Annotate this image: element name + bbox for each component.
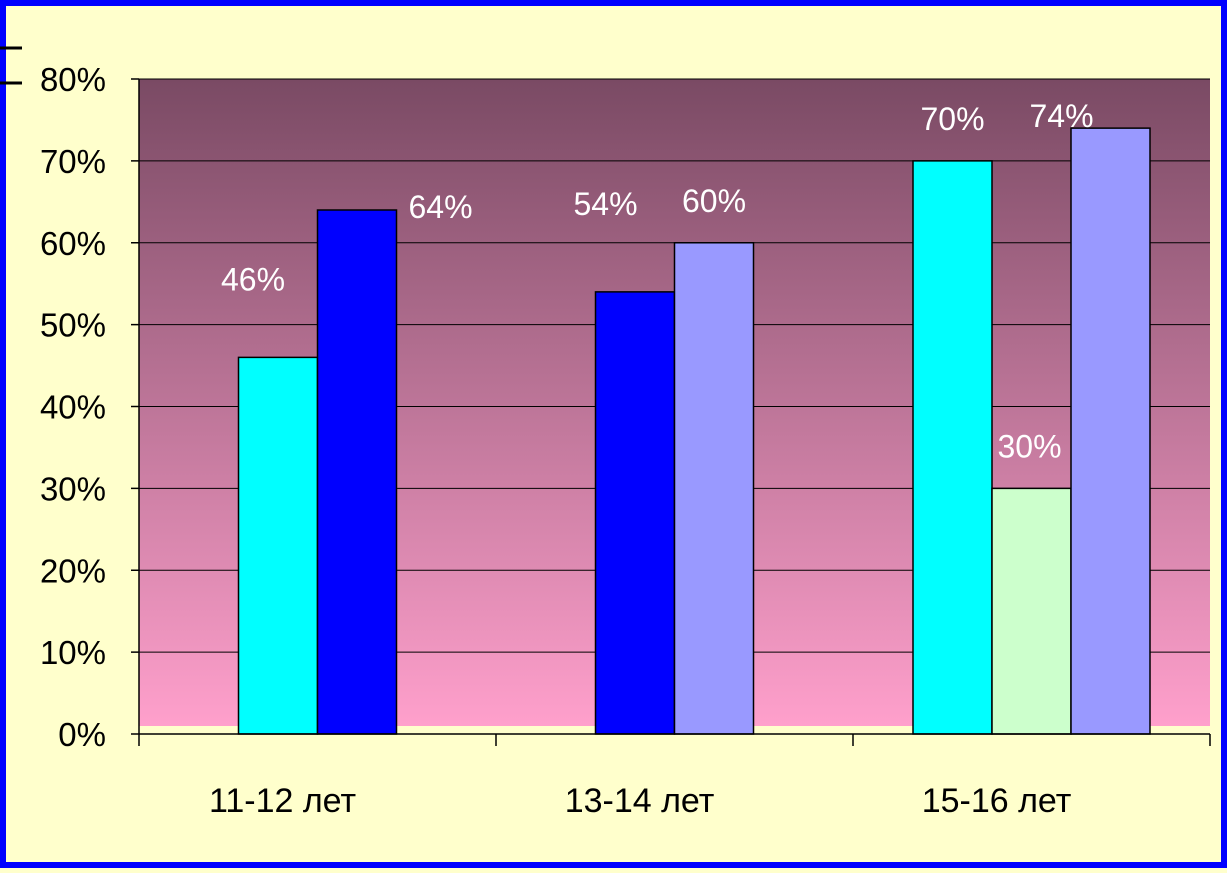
data-label: 46%	[221, 261, 285, 297]
bar	[316, 209, 398, 735]
bar	[673, 242, 755, 735]
data-label: 64%	[408, 189, 472, 225]
y-tick-label: 70%	[40, 143, 106, 180]
data-label: 70%	[920, 101, 984, 137]
bar	[594, 291, 676, 735]
category-label: 11-12 лет	[209, 782, 356, 820]
data-label: 54%	[573, 186, 637, 222]
y-tick-label: 20%	[40, 552, 106, 589]
data-label: 60%	[682, 183, 746, 219]
data-label: 74%	[1029, 98, 1093, 134]
category-label: 13-14 лет	[565, 782, 715, 820]
y-tick-label: 60%	[40, 225, 106, 262]
y-tick-label: 10%	[40, 634, 106, 671]
y-tick-label: 80%	[40, 61, 106, 98]
bar	[237, 356, 319, 735]
bar	[991, 487, 1072, 735]
bar	[1070, 127, 1151, 735]
y-tick-label: 30%	[40, 470, 106, 507]
data-label: 30%	[997, 428, 1061, 464]
bar	[912, 160, 993, 735]
category-label: 15-16 лет	[922, 782, 1072, 820]
y-tick-label: 50%	[40, 307, 106, 344]
y-tick-label: 40%	[40, 389, 106, 426]
y-tick-label: 0%	[58, 716, 106, 753]
